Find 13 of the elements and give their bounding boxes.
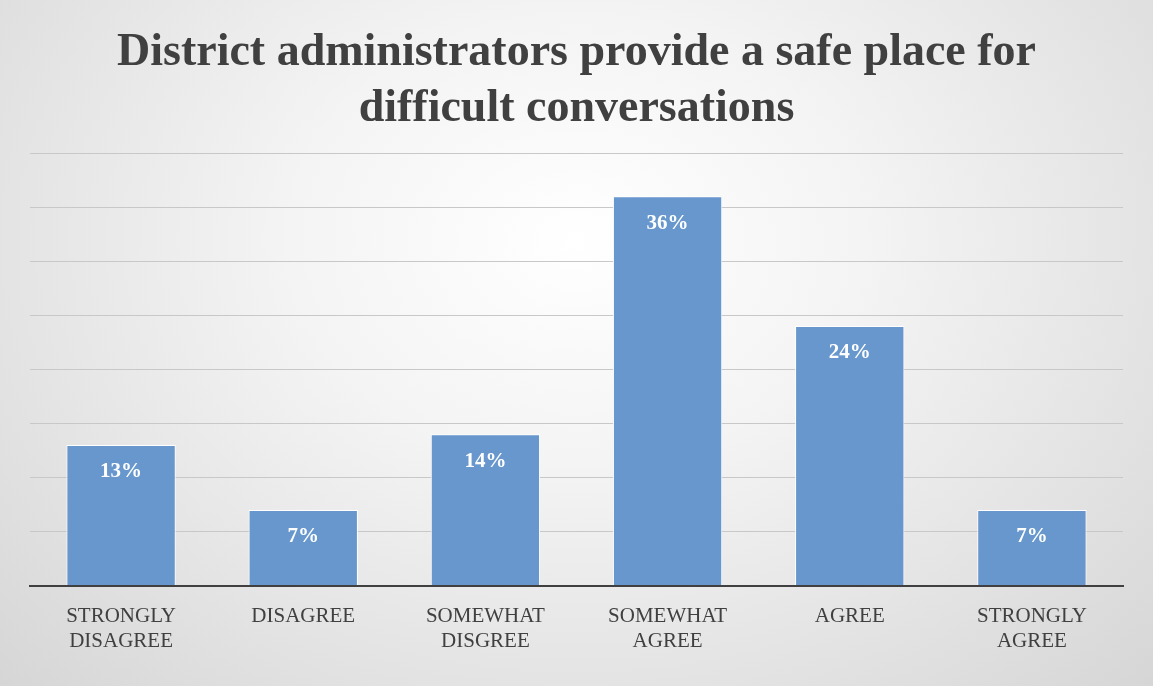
x-tick-label: STRONGLY AGREE	[976, 602, 1087, 652]
x-tick-label: STRONGLY DISAGREE	[66, 602, 177, 652]
x-tick-label: SOMEWHAT AGREE	[608, 602, 728, 652]
x-tick-label: SOMEWHAT DISGREE	[425, 602, 546, 652]
x-tick-label: DISAGREE	[251, 602, 356, 627]
data-label: 36%	[646, 209, 689, 234]
data-label: 14%	[464, 447, 507, 472]
data-label: 7%	[1016, 523, 1048, 548]
x-tick-label: AGREE	[814, 602, 885, 627]
data-label: 13%	[100, 458, 143, 483]
data-label: 7%	[287, 523, 319, 548]
data-label: 24%	[828, 339, 871, 364]
chart-title: District administrators provide a safe place for difficult conversations	[116, 23, 1037, 133]
